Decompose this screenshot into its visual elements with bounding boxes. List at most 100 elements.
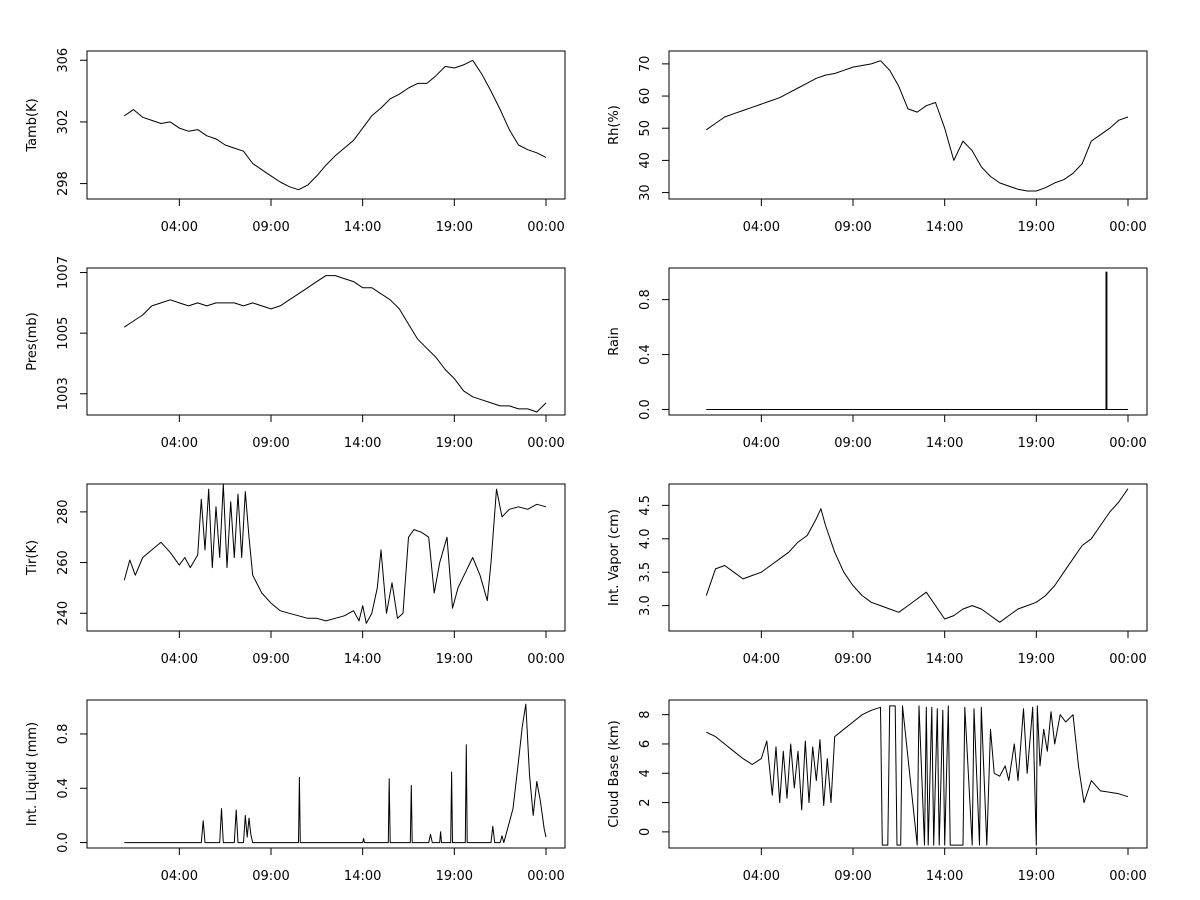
- panel-3: 04:00 09:00 14:00 19:00 00:00 0.0 0.4 0.8 Rain: [607, 267, 1148, 451]
- x-tick-label: 09:00: [252, 652, 289, 667]
- x-tick-label: 00:00: [527, 652, 564, 667]
- x-tick-label: 00:00: [527, 869, 564, 884]
- series-line: [705, 488, 1129, 623]
- y-tick-label: 260: [56, 550, 71, 575]
- y-axis-title: Int. Liquid (mm): [25, 722, 40, 826]
- panel-7: 04:00 09:00 14:00 19:00 00:00 0 2 4 6 8 Cloud Base…: [607, 699, 1148, 884]
- x-tick-label: 04:00: [743, 869, 780, 884]
- series-line: [706, 271, 1128, 410]
- y-tick-label: 2: [638, 798, 653, 806]
- x-tick-label: 00:00: [1109, 220, 1146, 235]
- y-tick-label: 0.0: [638, 399, 653, 420]
- y-axis-title: Int. Vapor (cm): [607, 509, 622, 606]
- plot-frame: [668, 699, 1148, 849]
- x-tick-label: 04:00: [161, 869, 198, 884]
- x-tick-label: 09:00: [252, 869, 289, 884]
- y-tick-label: 0: [638, 828, 653, 836]
- plot-frame: [86, 483, 566, 632]
- x-tick-label: 19:00: [1018, 652, 1055, 667]
- x-tick-label: 14:00: [344, 652, 381, 667]
- y-axis-title: Tamb(K): [25, 98, 40, 152]
- plot-frame: [668, 50, 1148, 200]
- y-tick-label: 280: [56, 499, 71, 524]
- x-tick-label: 00:00: [527, 436, 564, 451]
- y-tick-label: 1003: [56, 377, 71, 410]
- x-tick-label: 14:00: [344, 869, 381, 884]
- x-tick-label: 14:00: [926, 652, 963, 667]
- series-line: [706, 705, 1129, 846]
- y-tick-label: 4.5: [638, 495, 653, 516]
- y-tick-label: 0.8: [638, 289, 653, 310]
- x-tick-label: 14:00: [926, 869, 963, 884]
- y-tick-label: 298: [56, 171, 71, 196]
- x-tick-label: 09:00: [252, 220, 289, 235]
- x-tick-label: 04:00: [161, 436, 198, 451]
- series-line: [124, 59, 547, 191]
- series-line: [124, 275, 547, 413]
- x-tick-label: 14:00: [344, 436, 381, 451]
- y-tick-label: 1005: [56, 317, 71, 350]
- x-tick-label: 14:00: [926, 220, 963, 235]
- x-tick-label: 19:00: [436, 869, 473, 884]
- y-tick-label: 8: [638, 711, 653, 719]
- x-tick-label: 00:00: [527, 220, 564, 235]
- y-tick-label: 60: [638, 88, 653, 105]
- panel-6: 04:00 09:00 14:00 19:00 00:00 0.0 0.4 0.8 Int. L…: [25, 699, 566, 884]
- series-line: [123, 483, 547, 624]
- y-tick-label: 0.4: [56, 778, 71, 799]
- y-tick-label: 0.0: [56, 832, 71, 853]
- y-tick-label: 3.0: [638, 595, 653, 616]
- x-tick-label: 04:00: [743, 436, 780, 451]
- y-tick-label: 40: [638, 152, 653, 169]
- y-tick-label: 6: [638, 740, 653, 748]
- x-tick-label: 09:00: [834, 652, 871, 667]
- x-tick-label: 09:00: [252, 436, 289, 451]
- panel-2: 04:00 09:00 14:00 19:00 00:00 1003 1005 1007 Pre…: [25, 256, 566, 451]
- x-tick-label: 19:00: [436, 220, 473, 235]
- y-axis-title: Cloud Base (km): [607, 720, 622, 827]
- x-tick-label: 14:00: [926, 436, 963, 451]
- x-tick-label: 04:00: [161, 220, 198, 235]
- x-tick-label: 04:00: [743, 220, 780, 235]
- panel-1: 04:00 09:00 14:00 19:00 00:00 30 40 50 60 70 Rh(%): [607, 50, 1148, 235]
- y-tick-label: 3.5: [638, 562, 653, 583]
- plot-frame: [86, 50, 566, 200]
- x-tick-label: 00:00: [1109, 436, 1146, 451]
- plot-frame: [668, 267, 1148, 416]
- panel-4: 04:00 09:00 14:00 19:00 00:00 240 260 280 Tir(K): [25, 483, 566, 667]
- y-tick-label: 4: [638, 769, 653, 777]
- y-tick-label: 302: [56, 110, 71, 135]
- y-tick-label: 240: [56, 601, 71, 626]
- panel-5: 04:00 09:00 14:00 19:00 00:00 3.0 3.5 4.0 4.5 Int…: [607, 483, 1148, 667]
- x-tick-label: 14:00: [344, 220, 381, 235]
- panel-0: 04:00 09:00 14:00 19:00 00:00 298 302 306 Tamb(K…: [25, 48, 566, 235]
- plot-frame: [86, 699, 566, 849]
- y-tick-label: 1007: [56, 256, 71, 289]
- x-tick-label: 09:00: [834, 436, 871, 451]
- x-tick-label: 19:00: [436, 652, 473, 667]
- y-tick-label: 30: [638, 184, 653, 201]
- y-tick-label: 0.8: [56, 724, 71, 745]
- x-tick-label: 04:00: [161, 652, 198, 667]
- series-line: [124, 703, 547, 844]
- y-axis-title: Pres(mb): [25, 312, 40, 371]
- y-tick-label: 0.4: [638, 344, 653, 365]
- y-axis-title: Rain: [607, 327, 622, 356]
- x-tick-label: 00:00: [1109, 652, 1146, 667]
- y-axis-title: Tir(K): [25, 540, 40, 576]
- x-tick-label: 19:00: [1018, 869, 1055, 884]
- plot-frame: [668, 483, 1148, 632]
- x-tick-label: 00:00: [1109, 869, 1146, 884]
- x-tick-label: 19:00: [436, 436, 473, 451]
- y-tick-label: 4.0: [638, 528, 653, 549]
- plot-frame: [86, 267, 566, 416]
- y-axis-title: Rh(%): [607, 105, 622, 145]
- x-tick-label: 19:00: [1018, 220, 1055, 235]
- x-tick-label: 19:00: [1018, 436, 1055, 451]
- y-tick-label: 70: [638, 56, 653, 73]
- x-tick-label: 04:00: [743, 652, 780, 667]
- y-tick-label: 306: [56, 48, 71, 73]
- y-tick-label: 50: [638, 120, 653, 137]
- series-line: [706, 60, 1129, 192]
- x-tick-label: 09:00: [834, 869, 871, 884]
